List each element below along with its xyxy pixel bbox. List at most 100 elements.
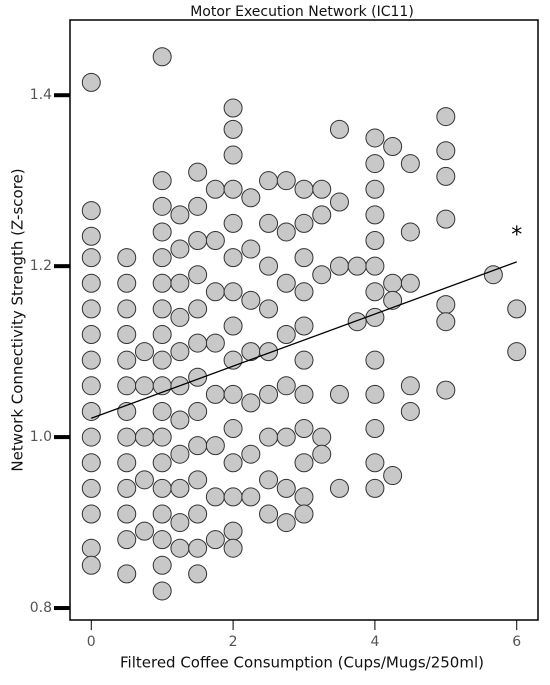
data-point [188,333,208,353]
data-point [259,213,279,233]
data-point [294,248,314,268]
data-point [223,213,243,233]
data-point [329,478,349,498]
data-point [170,239,190,259]
data-point [152,222,172,242]
data-point [152,478,172,498]
data-point [170,342,190,362]
data-point [170,478,190,498]
data-point [223,487,243,507]
data-point [81,427,101,447]
data-point [276,325,296,345]
data-point [483,265,503,285]
data-point [276,222,296,242]
data-point [170,538,190,558]
data-point [312,444,332,464]
x-axis-label: Filtered Coffee Consumption (Cups/Mugs/2… [120,654,484,672]
y-tick-label: 1.0 [30,429,52,445]
data-point [81,299,101,319]
data-point [276,513,296,533]
data-point [152,427,172,447]
data-point [294,504,314,524]
data-point [205,333,225,353]
y-tick-label: 0.8 [30,600,52,616]
data-point [152,530,172,550]
data-point [259,171,279,191]
data-point [294,384,314,404]
data-point [152,453,172,473]
data-point [81,350,101,370]
data-point [259,256,279,276]
data-point [188,299,208,319]
data-point [400,154,420,174]
data-point [152,196,172,216]
data-point [152,47,172,67]
data-point [383,290,403,310]
data-point [436,166,456,186]
data-point [294,350,314,370]
data-point [117,325,137,345]
data-point [117,530,137,550]
trend-line [91,261,517,419]
data-point [152,555,172,575]
x-tick-label: 6 [512,634,521,650]
data-point [223,145,243,165]
x-tick-label: 2 [229,634,238,650]
data-point [365,419,385,439]
data-point [170,410,190,430]
data-point [81,72,101,92]
data-point [241,393,261,413]
data-point [312,179,332,199]
data-point [365,478,385,498]
data-point [205,384,225,404]
data-point [117,427,137,447]
data-point [400,401,420,421]
data-point [117,273,137,293]
data-point [152,401,172,421]
data-point [134,521,154,541]
data-point [329,119,349,139]
data-point [241,239,261,259]
data-point [365,282,385,302]
data-point [117,376,137,396]
data-point [170,307,190,327]
data-point [81,201,101,221]
data-point [294,179,314,199]
data-point [294,316,314,336]
y-tick-label: 1.2 [30,258,52,274]
significance-marker: * [511,223,522,248]
data-point [294,419,314,439]
data-point [81,555,101,575]
data-point [81,325,101,345]
data-point [259,470,279,490]
data-point [81,376,101,396]
data-point [241,487,261,507]
data-point [241,290,261,310]
data-point [329,256,349,276]
data-point [241,188,261,208]
data-point [276,171,296,191]
data-point [188,265,208,285]
data-point [152,325,172,345]
data-point [400,273,420,293]
data-point [276,478,296,498]
data-point [294,453,314,473]
data-point [205,487,225,507]
data-point [436,380,456,400]
data-point [400,376,420,396]
data-point [152,504,172,524]
data-point [365,256,385,276]
data-point [152,350,172,370]
data-point [152,299,172,319]
data-point [259,384,279,404]
data-point [152,171,172,191]
data-point [259,342,279,362]
data-point [134,342,154,362]
data-point [276,273,296,293]
data-point [134,470,154,490]
data-point [152,581,172,601]
data-point [365,154,385,174]
data-point [134,376,154,396]
data-point [436,141,456,161]
chart-title: Motor Execution Network (IC11) [190,4,414,20]
